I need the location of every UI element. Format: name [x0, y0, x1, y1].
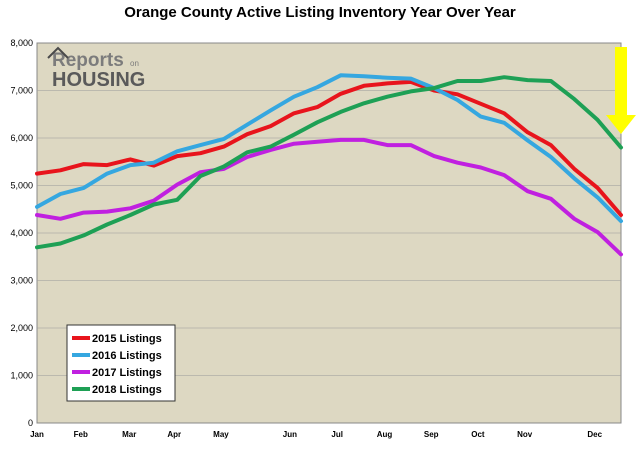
x-tick-label: May: [213, 430, 229, 439]
y-tick-label: 3,000: [10, 276, 33, 286]
x-tick-label: Oct: [471, 430, 485, 439]
arrow-shaft-icon: [615, 47, 627, 115]
y-tick-label: 5,000: [10, 181, 33, 191]
legend-label: 2018 Listings: [92, 384, 162, 396]
series-line-2016: [35, 73, 623, 224]
legend-label: 2015 Listings: [92, 333, 162, 345]
x-tick-label: Dec: [587, 430, 602, 439]
series-line-2018: [35, 75, 623, 250]
logo-housing-text: HOUSING: [52, 69, 145, 91]
series-line-2017: [35, 137, 623, 257]
logo-reports-text: Reports: [52, 50, 124, 71]
chart-title: Orange County Active Listing Inventory Y…: [124, 4, 516, 21]
legend-label: 2016 Listings: [92, 350, 162, 362]
x-tick-label: Nov: [517, 430, 533, 439]
y-tick-label: 8,000: [10, 38, 33, 48]
x-tick-label: Sep: [424, 430, 439, 439]
series-line-2015: [35, 79, 623, 217]
x-tick-label: Jul: [331, 430, 343, 439]
x-tick-label: Feb: [74, 430, 88, 439]
y-tick-label: 7,000: [10, 86, 33, 96]
y-tick-label: 4,000: [10, 228, 33, 238]
y-tick-label: 0: [28, 418, 33, 428]
logo-house-icon: [47, 46, 69, 59]
x-tick-label: Jun: [283, 430, 297, 439]
y-tick-label: 6,000: [10, 133, 33, 143]
x-tick-label: Mar: [122, 430, 136, 439]
x-tick-label: Jan: [30, 430, 44, 439]
x-tick-label: Apr: [167, 430, 181, 439]
y-tick-label: 1,000: [10, 371, 33, 381]
y-tick-label: 2,000: [10, 323, 33, 333]
legend: 2015 Listings 2016 Listings 2017 Listings 2…: [66, 324, 176, 402]
highlight-arrow: [606, 47, 636, 134]
x-tick-label: Aug: [377, 430, 393, 439]
arrow-head-icon: [606, 115, 636, 134]
legend-label: 2017 Listings: [92, 367, 162, 379]
logo-on-text: on: [130, 59, 139, 68]
logo: Reports on HOUSING: [47, 46, 145, 91]
